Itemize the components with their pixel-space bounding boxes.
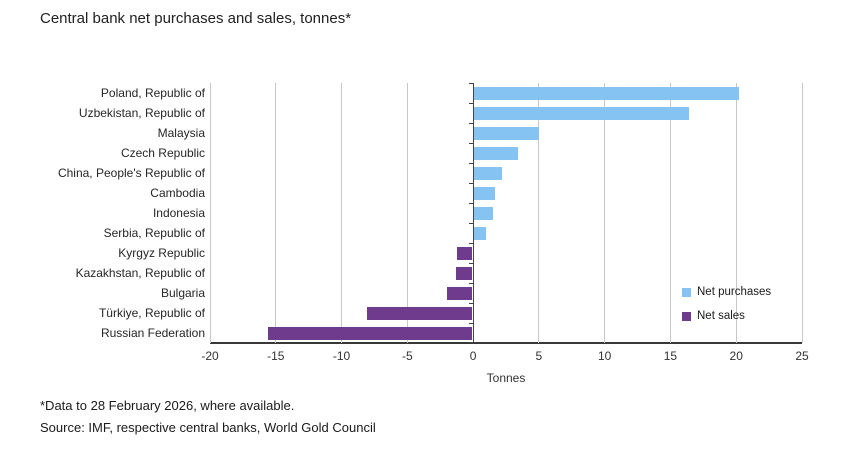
zero-axis-tick xyxy=(468,143,473,144)
net-purchases-bar xyxy=(474,106,689,120)
net-purchases-bar xyxy=(474,166,503,180)
net-purchases-bar xyxy=(474,226,487,240)
x-tick-label: -15 xyxy=(267,349,285,363)
net-sales-bar xyxy=(457,246,473,260)
x-tick-label: -10 xyxy=(332,349,351,363)
category-label: Uzbekistan, Republic of xyxy=(78,106,205,120)
gridline xyxy=(341,83,343,343)
zero-axis-tick xyxy=(468,283,473,284)
zero-axis-tick xyxy=(468,83,473,84)
category-label: Bulgaria xyxy=(160,286,205,300)
gridline xyxy=(538,83,540,343)
category-label: Malaysia xyxy=(157,126,205,140)
net-purchases-bar xyxy=(474,206,493,220)
zero-axis-tick xyxy=(468,223,473,224)
zero-axis-tick xyxy=(468,303,473,304)
category-label: Serbia, Republic of xyxy=(103,226,205,240)
plot-area xyxy=(209,83,803,344)
category-label: Kazakhstan, Republic of xyxy=(75,266,205,280)
x-tick-label: -20 xyxy=(201,349,219,363)
category-label: Russian Federation xyxy=(100,326,205,340)
x-tick-label: 20 xyxy=(729,349,743,363)
net-purchases-bar xyxy=(474,126,539,140)
footnote-source: Source: IMF, respective central banks, W… xyxy=(40,420,376,435)
gridline xyxy=(735,83,737,343)
legend-item: Net sales xyxy=(682,310,771,322)
net-sales-bar xyxy=(456,266,473,280)
x-tick-label: 0 xyxy=(469,349,477,363)
net-purchases-bar xyxy=(474,86,739,100)
gridline xyxy=(801,83,803,343)
x-tick-label: 5 xyxy=(535,349,543,363)
x-tick-label: 15 xyxy=(663,349,678,363)
gridline xyxy=(604,83,606,343)
net-sales-bar xyxy=(366,306,473,320)
zero-axis-tick xyxy=(468,163,473,164)
category-label: Türkiye, Republic of xyxy=(98,306,205,320)
x-axis-line xyxy=(210,342,802,344)
legend: Net purchases Net sales xyxy=(682,286,771,334)
category-label: Cambodia xyxy=(150,186,205,200)
net-sales-bar xyxy=(267,326,473,340)
net-purchases-bar xyxy=(474,146,518,160)
legend-label: Net purchases xyxy=(697,286,772,298)
category-label: China, People's Republic of xyxy=(57,166,205,180)
zero-axis-tick xyxy=(468,342,473,343)
gridline xyxy=(406,83,408,343)
legend-swatch-icon xyxy=(682,287,691,297)
zero-axis-line xyxy=(472,83,474,343)
zero-axis-tick xyxy=(468,263,473,264)
gridline xyxy=(669,83,671,343)
category-label: Indonesia xyxy=(152,206,205,220)
legend-item: Net purchases xyxy=(682,286,771,298)
chart-title: Central bank net purchases and sales, to… xyxy=(40,10,352,27)
zero-axis-tick xyxy=(468,243,473,244)
zero-axis-tick xyxy=(468,203,473,204)
zero-axis-tick xyxy=(468,323,473,324)
x-axis-title: Tonnes xyxy=(486,371,526,385)
zero-axis-tick xyxy=(468,183,473,184)
zero-axis-tick xyxy=(468,123,473,124)
legend-swatch-icon xyxy=(682,311,691,321)
net-sales-bar xyxy=(446,286,473,300)
gridline xyxy=(209,83,211,343)
category-label: Poland, Republic of xyxy=(100,86,205,100)
x-tick-label: 10 xyxy=(597,349,612,363)
legend-label: Net sales xyxy=(697,310,745,322)
x-tick-label: -5 xyxy=(401,349,413,363)
zero-axis-tick xyxy=(468,103,473,104)
footnote-data-note: *Data to 28 February 2026, where availab… xyxy=(40,398,295,413)
gridline xyxy=(275,83,277,343)
x-tick-label: 25 xyxy=(795,349,809,363)
category-label: Kyrgyz Republic xyxy=(118,246,205,260)
category-label: Czech Republic xyxy=(120,146,205,160)
net-purchases-bar xyxy=(474,186,496,200)
